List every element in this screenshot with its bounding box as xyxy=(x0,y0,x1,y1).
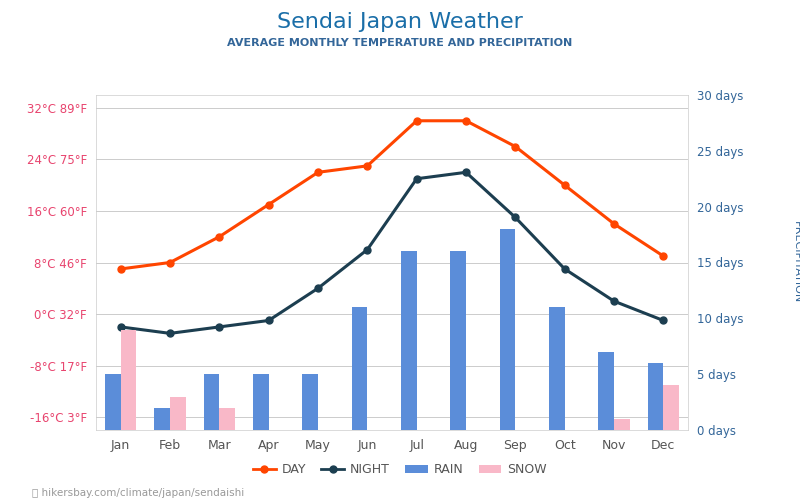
Bar xyxy=(302,374,318,430)
Bar xyxy=(549,307,565,430)
Bar xyxy=(105,374,121,430)
Text: ⌖ hikersbay.com/climate/japan/sendaishi: ⌖ hikersbay.com/climate/japan/sendaishi xyxy=(32,488,244,498)
Y-axis label: PRECIPITATION: PRECIPITATION xyxy=(792,222,800,304)
Bar xyxy=(219,408,235,430)
Bar xyxy=(253,374,269,430)
Bar xyxy=(614,419,630,430)
Bar xyxy=(663,386,679,430)
Bar xyxy=(598,352,614,430)
Bar xyxy=(170,396,186,430)
Bar xyxy=(121,330,137,430)
Bar xyxy=(499,229,515,430)
Bar xyxy=(203,374,219,430)
Bar xyxy=(154,408,170,430)
Text: AVERAGE MONTHLY TEMPERATURE AND PRECIPITATION: AVERAGE MONTHLY TEMPERATURE AND PRECIPIT… xyxy=(227,38,573,48)
Legend: DAY, NIGHT, RAIN, SNOW: DAY, NIGHT, RAIN, SNOW xyxy=(248,458,552,481)
Bar xyxy=(401,252,417,430)
Text: Sendai Japan Weather: Sendai Japan Weather xyxy=(277,12,523,32)
Bar xyxy=(351,307,367,430)
Bar xyxy=(647,363,663,430)
Bar xyxy=(450,252,466,430)
